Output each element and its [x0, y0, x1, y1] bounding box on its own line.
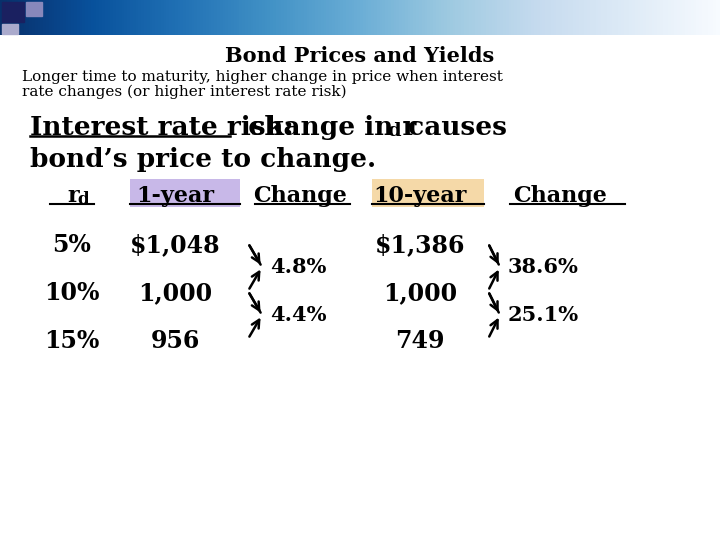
Bar — [2, 24, 18, 34]
Text: 10%: 10% — [44, 281, 100, 305]
Text: 1-year: 1-year — [136, 185, 214, 207]
Text: r: r — [67, 185, 78, 207]
Text: bond’s price to change.: bond’s price to change. — [30, 147, 376, 172]
Text: 38.6%: 38.6% — [508, 257, 579, 277]
Text: d: d — [387, 122, 400, 140]
Text: Change: Change — [253, 185, 347, 207]
Text: rate changes (or higher interest rate risk): rate changes (or higher interest rate ri… — [22, 85, 346, 99]
Text: 749: 749 — [395, 329, 445, 353]
Text: 5%: 5% — [53, 233, 91, 257]
Text: d: d — [77, 191, 89, 208]
Text: causes: causes — [399, 115, 507, 140]
Text: $1,386: $1,386 — [374, 233, 465, 257]
Text: 4.8%: 4.8% — [270, 257, 326, 277]
Text: 956: 956 — [150, 329, 199, 353]
Text: $1,048: $1,048 — [130, 233, 220, 257]
Text: 10-year: 10-year — [373, 185, 467, 207]
Text: Change: Change — [513, 185, 607, 207]
Text: 4.4%: 4.4% — [270, 305, 326, 325]
Text: 25.1%: 25.1% — [508, 305, 579, 325]
Bar — [2, 2, 24, 22]
FancyBboxPatch shape — [130, 179, 240, 207]
Text: Interest rate risk:: Interest rate risk: — [30, 115, 294, 140]
Bar — [26, 2, 42, 16]
Text: Longer time to maturity, higher change in price when interest: Longer time to maturity, higher change i… — [22, 70, 503, 84]
Text: Bond Prices and Yields: Bond Prices and Yields — [225, 46, 495, 66]
FancyBboxPatch shape — [372, 179, 484, 207]
Text: change in r: change in r — [230, 115, 416, 140]
Text: 1,000: 1,000 — [138, 281, 212, 305]
Text: 15%: 15% — [45, 329, 99, 353]
Text: 1,000: 1,000 — [383, 281, 457, 305]
